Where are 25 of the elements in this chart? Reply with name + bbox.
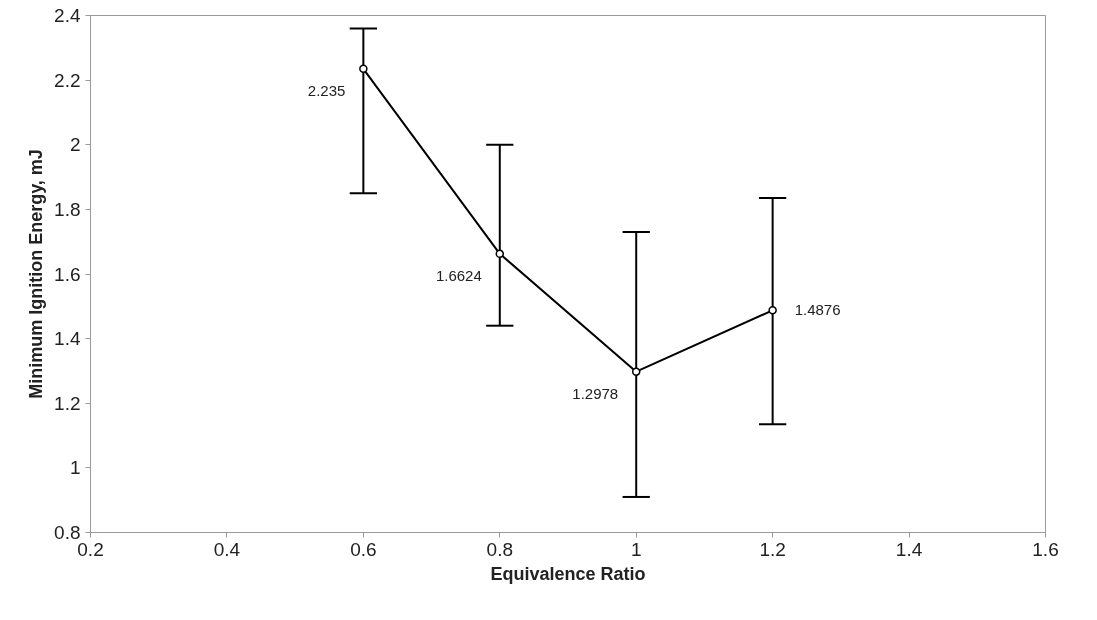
x-axis-title: Equivalence Ratio xyxy=(490,563,646,584)
data-label: 1.2978 xyxy=(572,384,619,402)
y-axis-title: Minimum Ignition Energy, mJ xyxy=(26,149,47,399)
y-tick-label: 1.2 xyxy=(54,392,81,414)
point xyxy=(631,367,641,376)
x-tick-label: 1.4 xyxy=(895,538,923,560)
x-tick-label: 0.4 xyxy=(213,538,241,560)
y-tick-label: 1 xyxy=(69,457,81,479)
y-tick-label: 2 xyxy=(69,134,81,156)
x-tick-label: 0.8 xyxy=(486,538,513,560)
data-label: 1.4876 xyxy=(794,301,841,319)
data-label: 2.235 xyxy=(307,81,346,99)
point xyxy=(495,249,505,259)
y-tick-label: 1.8 xyxy=(54,198,81,220)
point xyxy=(768,306,777,315)
x-tick-label: 1.6 xyxy=(1032,538,1059,560)
x-tick-label: 1.2 xyxy=(759,538,786,560)
y-tick-label: 2.4 xyxy=(54,5,81,26)
x-tick-label: 0.6 xyxy=(350,538,377,560)
y-tick-label: 2.2 xyxy=(54,69,81,91)
data-label: 1.6624 xyxy=(435,266,482,284)
point xyxy=(359,64,368,74)
y-tick-label: 1.6 xyxy=(54,263,81,285)
y-tick-label: 1.4 xyxy=(54,328,81,350)
x-tick-label: 1 xyxy=(630,538,642,560)
